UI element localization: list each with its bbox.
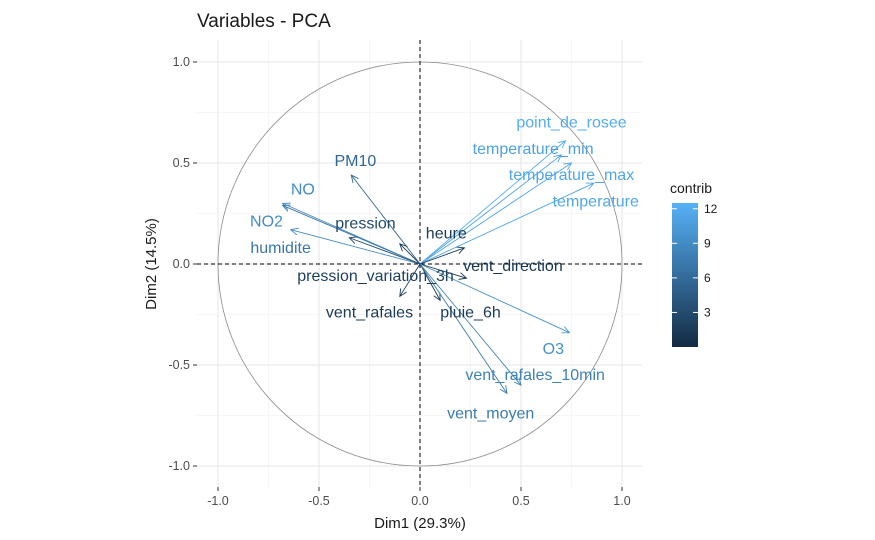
y-tick-label: 0.5 — [173, 156, 190, 170]
arrowhead-pluie_6h — [433, 292, 441, 302]
arrow-pluie_6h — [419, 263, 441, 301]
x-tick-label: 0.5 — [512, 494, 529, 508]
arrowhead-pression_variation_3h — [399, 243, 408, 252]
variable-labels: point_de_rosee temperature_min temperature… — [250, 115, 639, 423]
x-tick-label: 0.0 — [411, 494, 428, 508]
arrow-PM10 — [350, 174, 421, 265]
variable-label-vent_moyen: vent_moyen — [447, 405, 534, 422]
legend-tick-label: 3 — [704, 305, 711, 319]
plot-panel: point_de_rosee temperature_min temperature… — [197, 40, 642, 487]
arrow-vent_rafales — [399, 263, 421, 297]
arrowhead-vent_moyen — [499, 385, 508, 395]
arrowhead-point_de_rosee — [557, 140, 567, 149]
arrowhead-NO2 — [289, 227, 299, 236]
arrowhead-vent_rafales — [399, 288, 407, 298]
x-tick-label: -0.5 — [308, 494, 330, 508]
variable-label-vent_rafales: vent_rafales — [326, 304, 413, 321]
y-tick-label: 0.0 — [173, 257, 190, 271]
arrow-vent_rafales_10min — [419, 263, 522, 386]
arrowhead-PM10 — [350, 174, 359, 184]
arrow-O3 — [419, 263, 570, 334]
variable-label-humidite: humidite — [250, 240, 311, 257]
x-axis-title: Dim1 (29.3%) — [374, 515, 466, 532]
variable-label-heure: heure — [426, 226, 467, 243]
x-tick-label: 1.0 — [613, 494, 630, 508]
arrow-vent_direction — [419, 263, 467, 279]
arrow-vent_moyen — [419, 263, 508, 394]
legend-ticks: 3 6 9 12 — [672, 202, 718, 319]
arrow-temperature — [419, 182, 594, 265]
variable-label-temperature: temperature — [553, 193, 639, 210]
variable-label-vent_direction: vent_direction — [463, 258, 563, 275]
variable-label-point_de_rosee: point_de_rosee — [516, 115, 626, 132]
legend-title: contrib — [670, 180, 712, 196]
variable-label-pression_variation_3h: pression_variation_3h — [297, 268, 454, 285]
legend-tick-label: 9 — [704, 236, 711, 250]
y-tick-label: 1.0 — [173, 55, 190, 69]
variable-label-NO2: NO2 — [250, 214, 283, 231]
arrowhead-temperature_max — [563, 162, 573, 171]
variable-label-temperature_max: temperature_max — [509, 167, 634, 184]
legend-tick-label: 12 — [704, 202, 718, 216]
arrowhead-vent_rafales_10min — [513, 377, 522, 386]
arrow-NO2 — [290, 229, 421, 265]
arrowhead-vent_direction — [458, 272, 468, 280]
x-axis: -1.0 -0.5 0.0 0.5 1.0 — [207, 487, 631, 508]
y-tick-label: -0.5 — [168, 358, 190, 372]
variable-label-temperature_min: temperature_min — [473, 141, 594, 158]
variable-arrows — [281, 140, 595, 395]
y-axis: -1.0 -0.5 0.0 0.5 1.0 — [168, 55, 197, 473]
chart-title: Variables - PCA — [197, 11, 331, 32]
arrowhead-humidite — [281, 204, 291, 212]
arrow-point_de_rosee — [419, 140, 566, 265]
y-tick-label: -1.0 — [168, 459, 190, 473]
arrowhead-heure — [456, 246, 466, 254]
arrow-humidite — [282, 205, 421, 265]
variable-label-pluie_6h: pluie_6h — [440, 304, 501, 321]
arrow-pression — [349, 237, 421, 265]
arrow-heure — [419, 247, 465, 265]
arrowhead-pression — [348, 236, 358, 244]
variable-label-vent_rafales_10min: vent_rafales_10min — [465, 367, 605, 384]
arrow-temperature_min — [419, 154, 562, 265]
arrowhead-O3 — [561, 326, 571, 334]
legend: contrib 3 6 9 12 — [670, 180, 718, 347]
legend-colorbar — [672, 203, 698, 347]
arrow-pression_variation_3h — [399, 243, 421, 265]
variable-label-O3: O3 — [543, 341, 564, 358]
variable-label-pression: pression — [335, 216, 395, 233]
legend-tick-label: 6 — [704, 271, 711, 285]
variable-label-PM10: PM10 — [334, 153, 376, 170]
arrowhead-temperature — [585, 182, 595, 190]
arrowhead-temperature_min — [553, 154, 563, 163]
variable-label-NO: NO — [291, 181, 315, 198]
x-tick-label: -1.0 — [207, 494, 229, 508]
arrow-temperature_max — [419, 162, 572, 265]
arrowhead-NO — [281, 202, 291, 210]
y-axis-title: Dim2 (14.5%) — [143, 218, 160, 310]
